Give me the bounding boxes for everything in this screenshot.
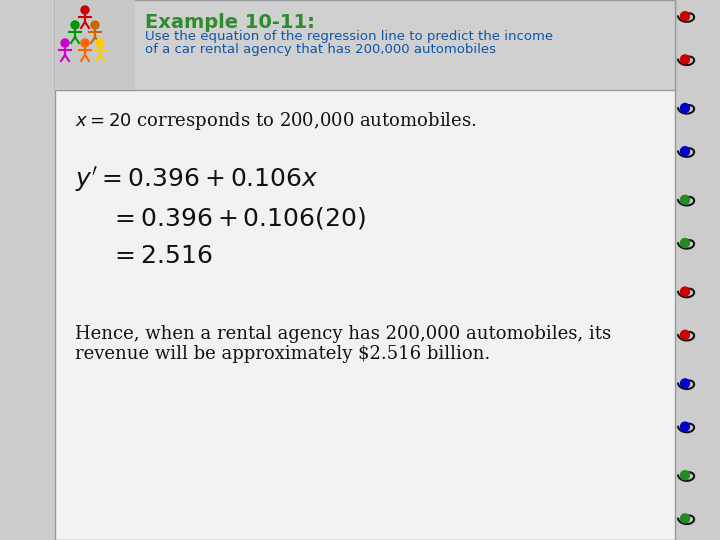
- Circle shape: [680, 195, 690, 204]
- Text: $= 0.396 + 0.106(20)$: $= 0.396 + 0.106(20)$: [110, 205, 366, 231]
- Bar: [55, 0, 675, 90]
- Circle shape: [680, 422, 690, 431]
- Circle shape: [81, 6, 89, 14]
- Circle shape: [71, 21, 79, 29]
- Text: Hence, when a rental agency has 200,000 automobiles, its: Hence, when a rental agency has 200,000 …: [75, 325, 611, 343]
- Text: $= 2.516$: $= 2.516$: [110, 245, 212, 268]
- Circle shape: [680, 104, 690, 112]
- Circle shape: [680, 239, 690, 247]
- Circle shape: [680, 55, 690, 64]
- Circle shape: [680, 147, 690, 156]
- Bar: [55, 0, 135, 90]
- Circle shape: [680, 330, 690, 339]
- Text: Example 10-11:: Example 10-11:: [145, 13, 315, 32]
- Circle shape: [680, 379, 690, 388]
- Circle shape: [91, 21, 99, 29]
- Circle shape: [680, 514, 690, 523]
- Circle shape: [680, 12, 690, 21]
- Circle shape: [680, 287, 690, 296]
- Bar: [55, 0, 675, 540]
- Text: of a car rental agency that has 200,000 automobiles: of a car rental agency that has 200,000 …: [145, 43, 496, 56]
- Circle shape: [61, 39, 69, 47]
- Circle shape: [81, 39, 89, 47]
- Text: Use the equation of the regression line to predict the income: Use the equation of the regression line …: [145, 30, 553, 43]
- Text: $y' = 0.396 + 0.106x$: $y' = 0.396 + 0.106x$: [75, 165, 318, 194]
- Text: revenue will be approximately $2.516 billion.: revenue will be approximately $2.516 bil…: [75, 345, 490, 363]
- Text: $x = 20$ corresponds to 200,000 automobiles.: $x = 20$ corresponds to 200,000 automobi…: [75, 110, 477, 132]
- Circle shape: [680, 471, 690, 480]
- Circle shape: [96, 39, 104, 47]
